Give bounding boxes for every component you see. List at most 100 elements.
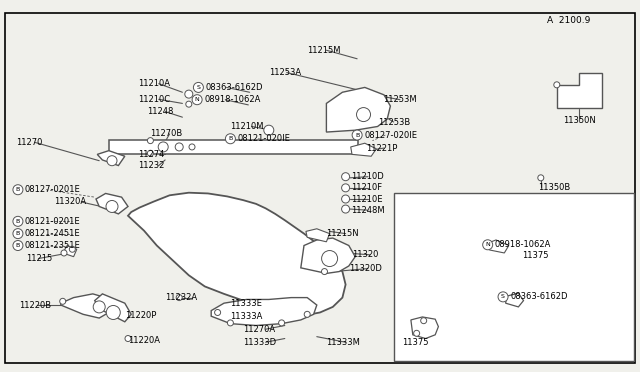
Text: N: N <box>485 242 490 247</box>
Polygon shape <box>301 238 355 273</box>
Circle shape <box>356 108 371 122</box>
Circle shape <box>106 201 118 212</box>
Circle shape <box>185 90 193 98</box>
Text: 11253B: 11253B <box>378 118 410 126</box>
Polygon shape <box>128 193 346 315</box>
Circle shape <box>227 320 234 326</box>
Circle shape <box>342 173 349 181</box>
Polygon shape <box>97 151 125 166</box>
Text: 08121-2351E: 08121-2351E <box>25 241 81 250</box>
Text: 11215M: 11215M <box>307 46 340 55</box>
Circle shape <box>13 241 23 250</box>
Circle shape <box>322 250 338 267</box>
Circle shape <box>420 318 427 324</box>
Text: 11270: 11270 <box>16 138 42 147</box>
Text: 11320: 11320 <box>352 250 378 259</box>
Circle shape <box>278 320 285 326</box>
Text: 11248: 11248 <box>147 107 173 116</box>
Polygon shape <box>326 87 390 132</box>
Text: 11350B: 11350B <box>538 183 570 192</box>
Text: B: B <box>16 231 20 236</box>
Text: B: B <box>16 187 20 192</box>
Circle shape <box>538 175 544 181</box>
Polygon shape <box>506 293 524 307</box>
Text: 08121-0201E: 08121-0201E <box>25 217 81 226</box>
Circle shape <box>176 295 182 301</box>
Circle shape <box>192 95 202 105</box>
Text: 11320D: 11320D <box>349 264 381 273</box>
Circle shape <box>186 101 192 107</box>
Circle shape <box>93 301 105 313</box>
Circle shape <box>493 244 500 250</box>
Text: 11232: 11232 <box>138 161 164 170</box>
Text: 11333E: 11333E <box>230 299 262 308</box>
Polygon shape <box>211 298 317 326</box>
Polygon shape <box>96 193 128 214</box>
Polygon shape <box>351 143 376 156</box>
Text: 11333A: 11333A <box>230 312 263 321</box>
Text: B: B <box>228 136 232 141</box>
Text: 11210A: 11210A <box>138 79 170 88</box>
Text: 11270B: 11270B <box>150 129 182 138</box>
Circle shape <box>498 292 508 302</box>
Text: 11215N: 11215N <box>326 229 359 238</box>
Text: 11253M: 11253M <box>383 95 417 104</box>
Circle shape <box>304 311 310 317</box>
Circle shape <box>147 150 154 156</box>
Circle shape <box>13 229 23 238</box>
Text: A  2100.9: A 2100.9 <box>547 16 591 25</box>
Text: N: N <box>195 97 200 102</box>
Circle shape <box>225 134 236 144</box>
Text: 08363-6162D: 08363-6162D <box>510 292 568 301</box>
Circle shape <box>554 82 560 88</box>
Circle shape <box>69 246 76 252</box>
Text: 11210F: 11210F <box>351 183 382 192</box>
Circle shape <box>189 144 195 150</box>
Circle shape <box>13 185 23 195</box>
Circle shape <box>61 250 67 256</box>
Circle shape <box>214 310 221 315</box>
Text: 11220B: 11220B <box>19 301 51 310</box>
Text: 11221P: 11221P <box>366 144 397 153</box>
Text: 08363-6162D: 08363-6162D <box>205 83 263 92</box>
Text: S: S <box>501 294 505 299</box>
Circle shape <box>413 330 420 336</box>
Text: 11333D: 11333D <box>243 338 276 347</box>
Text: 11220P: 11220P <box>125 311 156 320</box>
Polygon shape <box>95 294 131 322</box>
Text: 11215: 11215 <box>26 254 52 263</box>
Text: 08918-1062A: 08918-1062A <box>204 95 260 104</box>
Circle shape <box>175 143 183 151</box>
Circle shape <box>342 184 349 192</box>
Bar <box>394 193 634 361</box>
Text: B: B <box>16 219 20 224</box>
Circle shape <box>125 336 131 341</box>
Text: 11333M: 11333M <box>326 338 360 347</box>
Text: 08918-1062A: 08918-1062A <box>495 240 551 249</box>
Text: 08121-020IE: 08121-020IE <box>237 134 291 143</box>
Circle shape <box>483 240 493 250</box>
Text: 11220A: 11220A <box>128 336 160 345</box>
Circle shape <box>193 83 204 92</box>
Text: 11320A: 11320A <box>54 198 86 206</box>
Polygon shape <box>63 246 77 257</box>
Polygon shape <box>109 140 358 154</box>
Circle shape <box>321 269 328 275</box>
Circle shape <box>147 138 154 144</box>
Circle shape <box>342 205 349 213</box>
Text: 08127-020IE: 08127-020IE <box>364 131 417 140</box>
Text: 11375: 11375 <box>522 251 548 260</box>
Text: B: B <box>355 132 359 138</box>
Text: 11210D: 11210D <box>351 172 383 181</box>
Text: 11210M: 11210M <box>230 122 264 131</box>
Circle shape <box>13 217 23 226</box>
Polygon shape <box>61 294 112 318</box>
Polygon shape <box>411 317 438 339</box>
Text: 11270A: 11270A <box>243 325 275 334</box>
Circle shape <box>60 298 66 304</box>
Text: 11232A: 11232A <box>165 293 197 302</box>
Text: 08121-2451E: 08121-2451E <box>25 229 81 238</box>
Text: B: B <box>16 243 20 248</box>
Text: 11210E: 11210E <box>351 195 382 203</box>
Polygon shape <box>486 240 509 253</box>
